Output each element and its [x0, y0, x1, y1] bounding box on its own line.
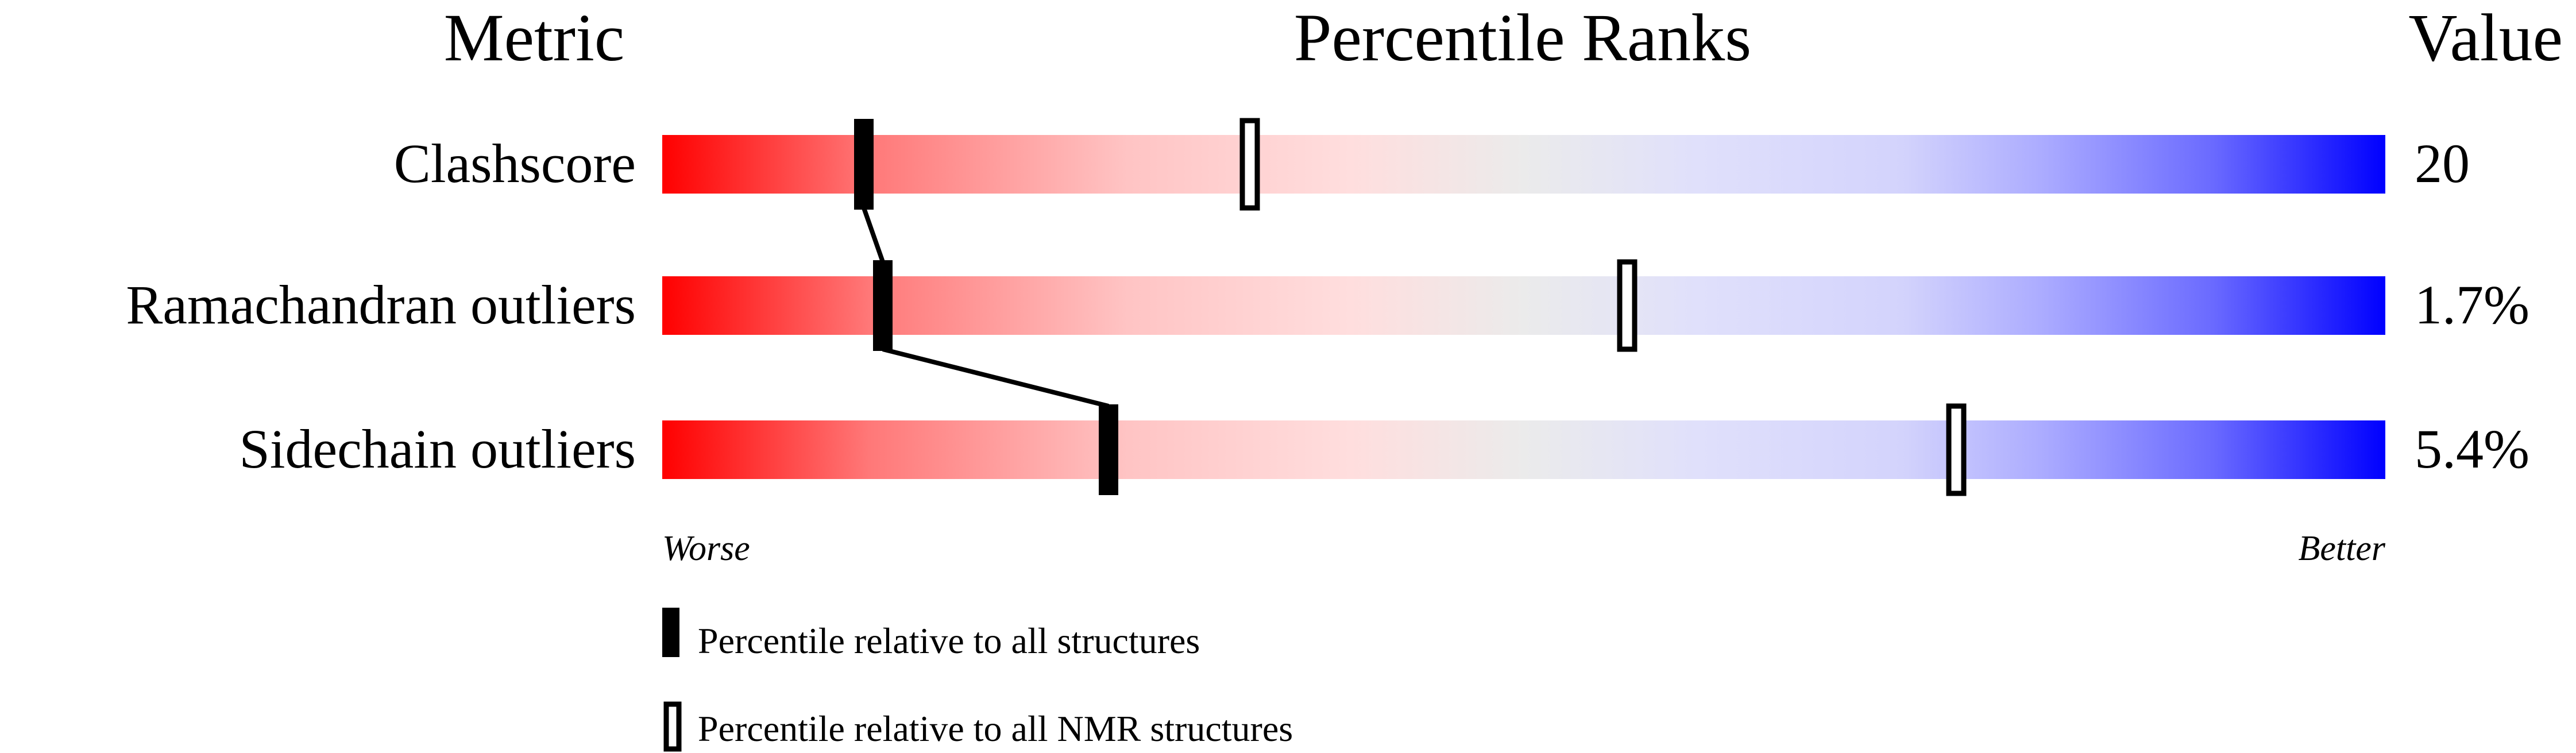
metric-label: Sidechain outliers	[239, 418, 636, 480]
legend-marker-all-structures	[662, 608, 679, 657]
legend-label-nmr-structures: Percentile relative to all NMR structure…	[698, 708, 1293, 749]
metric-label: Clashscore	[394, 133, 636, 194]
all-percentile-marker	[1099, 404, 1118, 495]
nmr-percentile-marker	[1946, 403, 1967, 496]
header-value: Value	[2408, 0, 2563, 75]
metric-value: 1.7%	[2415, 274, 2529, 335]
axis-label-worse: Worse	[662, 529, 750, 568]
nmr-percentile-marker	[1239, 118, 1260, 211]
legend-marker-nmr-structures	[663, 701, 682, 752]
nmr-percentile-marker	[1617, 259, 1637, 352]
axis-label-better: Better	[2299, 529, 2386, 568]
metric-value: 5.4%	[2415, 418, 2529, 480]
percentile-bar	[662, 276, 2385, 335]
metric-label: Ramachandran outliers	[126, 274, 636, 335]
header-metric: Metric	[444, 0, 625, 75]
metric-value: 20	[2415, 133, 2470, 194]
all-percentile-marker	[873, 260, 893, 351]
legend-label-all-structures: Percentile relative to all structures	[698, 620, 1200, 661]
connector-line	[862, 207, 885, 263]
percentile-bar	[662, 135, 2385, 194]
percentile-bar	[662, 420, 2385, 479]
connector-line	[882, 347, 1109, 408]
header-percentile-ranks: Percentile Ranks	[1294, 0, 1751, 75]
all-percentile-marker	[854, 119, 874, 210]
